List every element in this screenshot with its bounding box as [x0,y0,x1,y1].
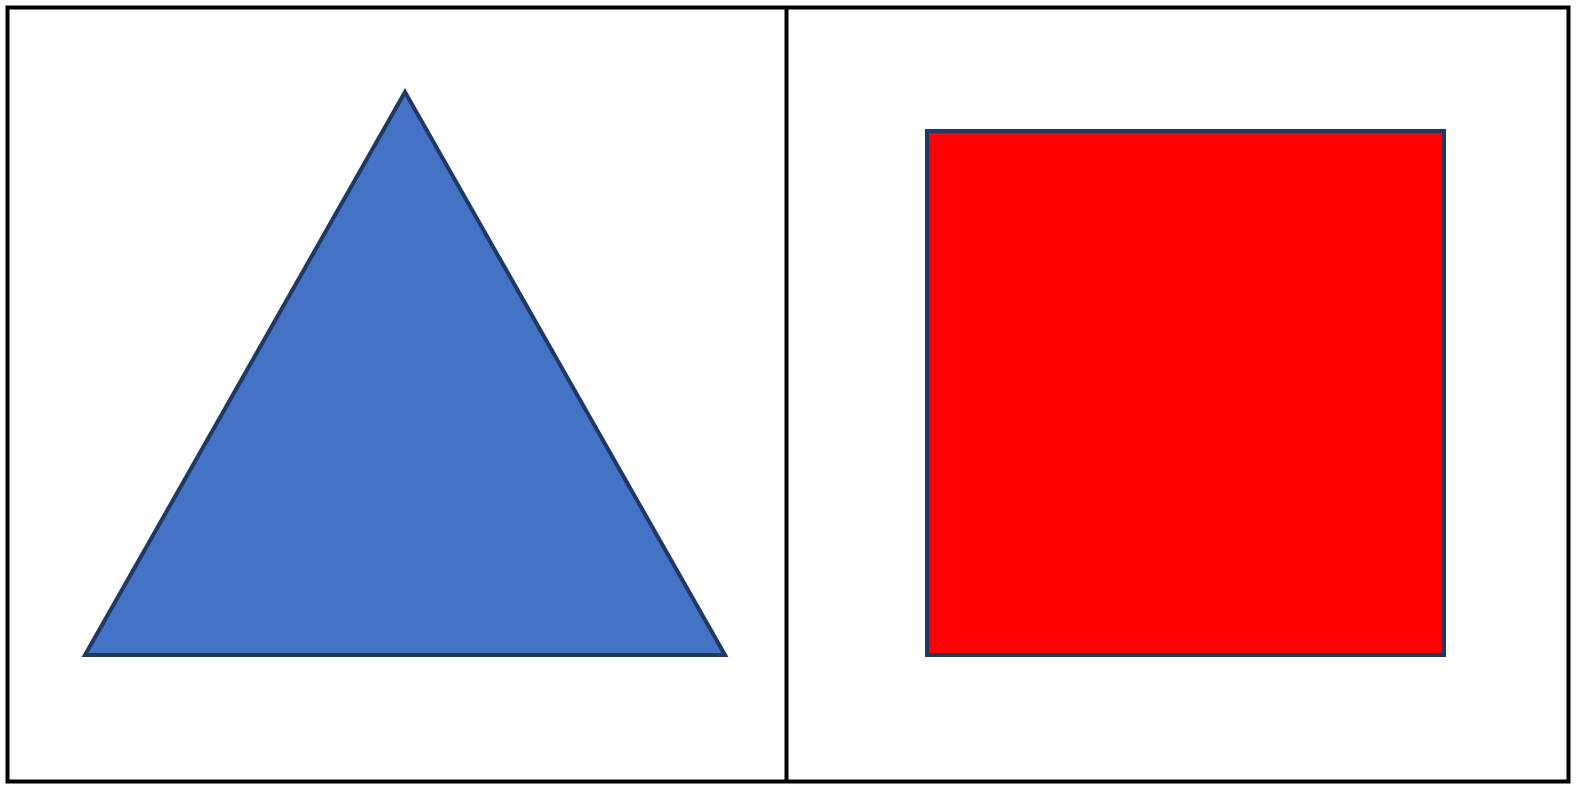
square-shape [925,129,1446,657]
triangle-shape [81,87,729,657]
right-panel-frame [784,5,1571,784]
